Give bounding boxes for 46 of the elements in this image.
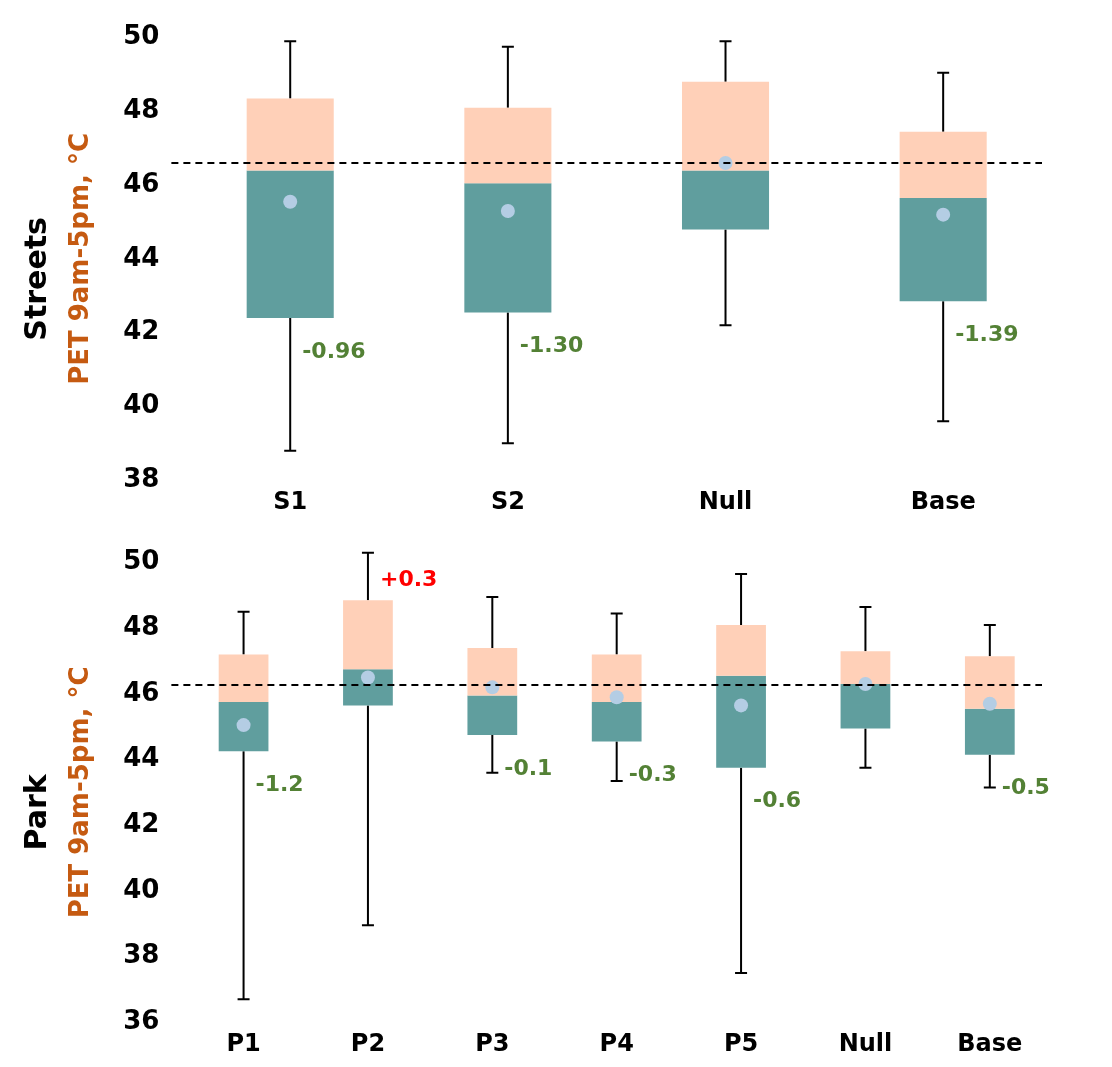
x-tick-label: P3 bbox=[475, 1028, 510, 1057]
x-tick-label: S1 bbox=[273, 486, 308, 515]
y-tick-label: 44 bbox=[123, 742, 160, 773]
y-tick-label: 38 bbox=[123, 939, 160, 970]
annotation: -0.6 bbox=[753, 787, 802, 813]
y-tick-label: 44 bbox=[123, 241, 160, 272]
annotation: -1.2 bbox=[255, 771, 304, 797]
text: Park bbox=[17, 773, 53, 851]
y-tick-label: 36 bbox=[123, 1004, 160, 1035]
x-tick-label: Null bbox=[838, 1028, 893, 1057]
y-tick-label: 40 bbox=[123, 389, 160, 420]
x-tick-label: Base bbox=[957, 1028, 1023, 1057]
annotation: -0.3 bbox=[628, 761, 677, 787]
annotation: -1.30 bbox=[519, 332, 584, 358]
y-axis-title: PET 9am-5pm, °C bbox=[64, 666, 95, 919]
y-tick-label: 46 bbox=[123, 167, 160, 198]
annotation: -1.39 bbox=[955, 321, 1019, 347]
x-tick-label: P1 bbox=[226, 1028, 261, 1057]
annotation: -0.1 bbox=[504, 754, 553, 780]
y-tick-label: 40 bbox=[123, 873, 160, 904]
annotation: +0.3 bbox=[379, 566, 438, 592]
y-tick-label: 48 bbox=[123, 611, 160, 642]
point bbox=[936, 207, 951, 222]
x-tick-label: P4 bbox=[599, 1028, 634, 1057]
annotation: -0.5 bbox=[1001, 774, 1050, 800]
y-tick-label: 50 bbox=[123, 20, 160, 51]
x-tick-label: S2 bbox=[490, 486, 525, 515]
y-tick-label: 48 bbox=[123, 94, 160, 125]
y-tick-label: 46 bbox=[123, 676, 160, 707]
x-tick-label: P5 bbox=[723, 1028, 759, 1057]
point bbox=[500, 203, 515, 218]
point bbox=[982, 696, 997, 711]
point bbox=[734, 698, 749, 713]
annotation: -0.96 bbox=[302, 337, 366, 363]
x-tick-label: Null bbox=[698, 486, 753, 515]
point bbox=[360, 670, 375, 685]
point bbox=[609, 690, 624, 705]
point bbox=[283, 194, 298, 209]
y-tick-label: 42 bbox=[123, 807, 160, 838]
y-axis-title: PET 9am-5pm, °C bbox=[64, 132, 95, 385]
x-tick-label: P2 bbox=[350, 1028, 386, 1057]
y-tick-label: 42 bbox=[123, 315, 160, 346]
y-tick-label: 38 bbox=[123, 462, 160, 493]
text: Streets bbox=[17, 217, 53, 341]
y-tick-label: 50 bbox=[123, 545, 160, 576]
x-tick-label: Base bbox=[910, 486, 976, 515]
